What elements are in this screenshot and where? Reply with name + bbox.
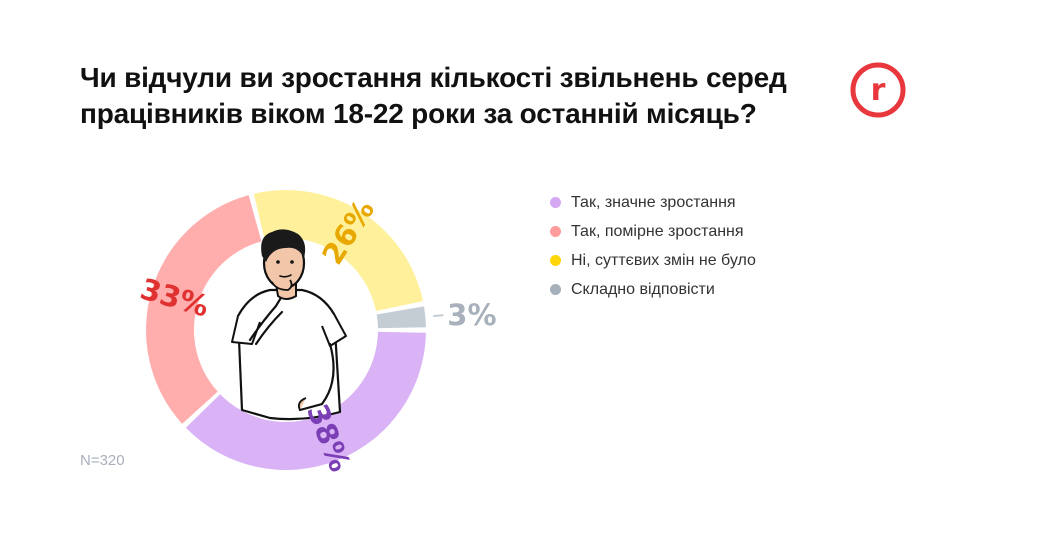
legend-dot: [550, 284, 561, 295]
legend-dot: [550, 197, 561, 208]
legend-item: Складно відповісти: [550, 275, 756, 304]
donut-slice: [253, 189, 423, 312]
sample-size-note: N=320: [80, 452, 125, 469]
donut-slice: [145, 195, 262, 424]
legend-item: Ні, суттєвих змін не було: [550, 246, 756, 275]
svg-text:r: r: [871, 73, 886, 108]
legend-item: Так, значне зростання: [550, 188, 756, 217]
slice-value-label: 3%: [447, 298, 496, 332]
rubryka-logo-icon: r: [850, 62, 906, 118]
donut-slice: [185, 331, 426, 470]
thinking-man-icon: [231, 229, 347, 421]
legend-dot: [550, 255, 561, 266]
legend-item: Так, помірне зростання: [550, 217, 756, 246]
chart-legend: Так, значне зростання Так, помірне зрост…: [550, 188, 756, 304]
donut-slice: [376, 306, 426, 329]
chart-title: Чи відчули ви зростання кількості звільн…: [80, 62, 787, 129]
legend-dot: [550, 226, 561, 237]
slice-leader-line: [433, 314, 444, 318]
legend-label: Складно відповісти: [571, 280, 715, 298]
legend-label: Ні, суттєвих змін не було: [571, 251, 756, 269]
legend-label: Так, помірне зростання: [571, 222, 744, 240]
legend-label: Так, значне зростання: [571, 193, 736, 211]
